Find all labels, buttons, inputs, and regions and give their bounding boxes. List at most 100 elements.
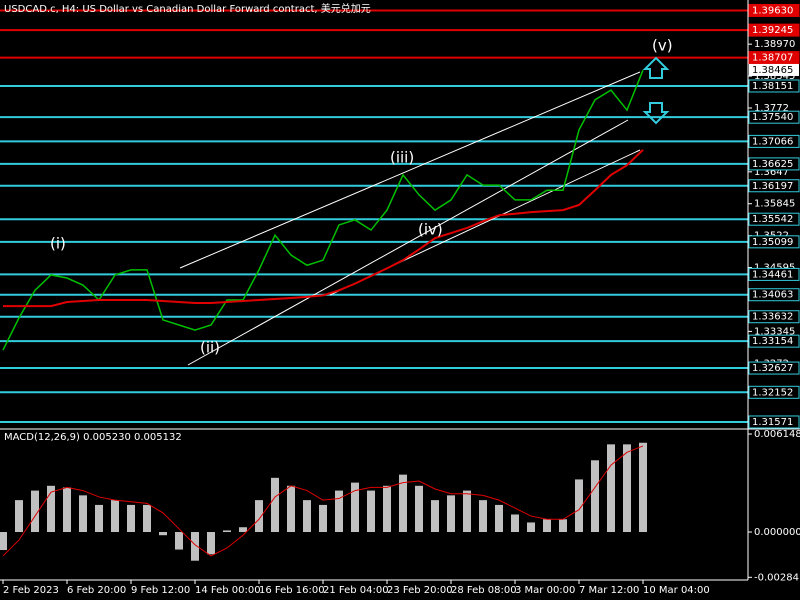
x-tick-label: 6 Feb 20:00: [67, 585, 126, 596]
y-tick-label: 1.38970: [754, 39, 795, 50]
level-label-box: [748, 157, 800, 171]
histogram-bar: [335, 490, 343, 533]
x-tick-label: 10 Mar 04:00: [643, 585, 710, 596]
x-tick-label: 2 Feb 2023: [3, 585, 59, 596]
wave-label: (v): [652, 37, 673, 55]
down-arrow: [642, 102, 670, 125]
level-label: 1.37066: [752, 136, 793, 147]
level-label-box: [748, 267, 800, 281]
histogram-bar: [207, 532, 215, 555]
indicator-title: MACD(12,26,9) 0.005230 0.005132: [4, 432, 182, 443]
y-tick-label: 0.006148: [754, 429, 800, 440]
histogram-bar: [367, 490, 375, 533]
level-label: 1.38151: [752, 81, 793, 92]
histogram-bar: [527, 522, 535, 533]
level-label: 1.34063: [752, 290, 793, 301]
histogram-bar: [143, 504, 151, 533]
moving-average: [3, 149, 644, 308]
histogram-bar: [511, 514, 519, 533]
x-tick-label: 21 Feb 04:00: [323, 585, 389, 596]
level-label: 1.31571: [752, 417, 793, 428]
level-label: 1.34461: [752, 269, 793, 280]
level-label: 1.35099: [752, 237, 793, 248]
histogram-bar: [47, 485, 55, 533]
histogram-bar: [255, 500, 263, 533]
histogram-bar: [399, 474, 407, 533]
histogram-bar: [495, 504, 503, 533]
histogram-bar: [543, 519, 551, 533]
x-tick-label: 7 Mar 12:00: [579, 585, 639, 596]
level-label: 1.36625: [752, 159, 793, 170]
wave-label: (ii): [200, 339, 220, 357]
channel-line: [179, 71, 641, 269]
x-tick-label: 16 Feb 16:00: [259, 585, 325, 596]
histogram-bar: [351, 482, 359, 533]
chart-title: USDCAD.c, H4: US Dollar vs Canadian Doll…: [4, 2, 371, 15]
x-tick-label: 9 Feb 12:00: [131, 585, 190, 596]
level-label: 1.38707: [752, 53, 793, 64]
level-label-box: [748, 23, 800, 37]
up-arrow: [642, 56, 670, 79]
level-label-box: [748, 310, 800, 324]
histogram-bar: [623, 444, 631, 533]
histogram-bar: [79, 495, 87, 533]
histogram-bar: [639, 442, 647, 533]
level-label-box: [748, 79, 800, 93]
histogram-bar: [415, 485, 423, 533]
x-tick-label: 28 Feb 08:00: [451, 585, 517, 596]
histogram-bar: [447, 495, 455, 533]
y-tick-label: 1.33345: [754, 326, 795, 337]
y-tick-label: 1.38345: [754, 71, 795, 82]
histogram-bar: [0, 532, 7, 551]
level-label-box: [748, 51, 800, 65]
histogram-bar: [575, 479, 583, 533]
level-label: 1.36197: [752, 181, 793, 192]
price-line: [2, 69, 644, 351]
signal-line: [2, 445, 644, 557]
last-price-label: 1.38465: [752, 65, 793, 76]
level-label-box: [748, 288, 800, 302]
histogram-bar: [191, 532, 199, 561]
y-tick-label: -0.002841: [754, 572, 800, 583]
y-tick-label: 1.3772: [754, 103, 789, 114]
level-label-box: [748, 361, 800, 375]
histogram-bar: [15, 500, 23, 533]
level-label: 1.32627: [752, 363, 793, 374]
histogram-bar: [319, 504, 327, 533]
level-label: 1.37540: [752, 112, 793, 123]
level-label-box: [748, 212, 800, 226]
level-label: 1.35542: [752, 214, 793, 225]
histogram-bar: [223, 530, 231, 533]
histogram-bar: [239, 527, 247, 533]
last-price-box: [749, 63, 799, 76]
x-tick-label: 3 Mar 00:00: [515, 585, 575, 596]
level-label: 1.39630: [752, 5, 793, 16]
histogram-bar: [463, 490, 471, 533]
wave-label: (i): [50, 235, 66, 253]
histogram-bar: [159, 532, 167, 536]
level-label-box: [748, 415, 800, 429]
level-label: 1.32152: [752, 387, 793, 398]
y-tick-label: 1.35845: [754, 199, 795, 210]
level-label-box: [748, 385, 800, 399]
histogram-bar: [431, 500, 439, 533]
level-label: 1.33632: [752, 312, 793, 323]
level-label: 1.33154: [752, 336, 793, 347]
level-label-box: [748, 3, 800, 17]
histogram-bar: [383, 485, 391, 533]
histogram-bar: [127, 504, 135, 533]
level-label: 1.39245: [752, 25, 793, 36]
wave-label: (iii): [390, 149, 414, 167]
level-label-box: [748, 134, 800, 148]
level-label-box: [748, 110, 800, 124]
histogram-bar: [63, 487, 71, 533]
level-label-box: [748, 334, 800, 348]
x-tick-label: 14 Feb 00:00: [195, 585, 261, 596]
histogram-bar: [559, 519, 567, 533]
histogram-bar: [607, 444, 615, 533]
histogram-bar: [111, 500, 119, 533]
channel-line: [187, 119, 629, 366]
histogram-bar: [303, 500, 311, 533]
